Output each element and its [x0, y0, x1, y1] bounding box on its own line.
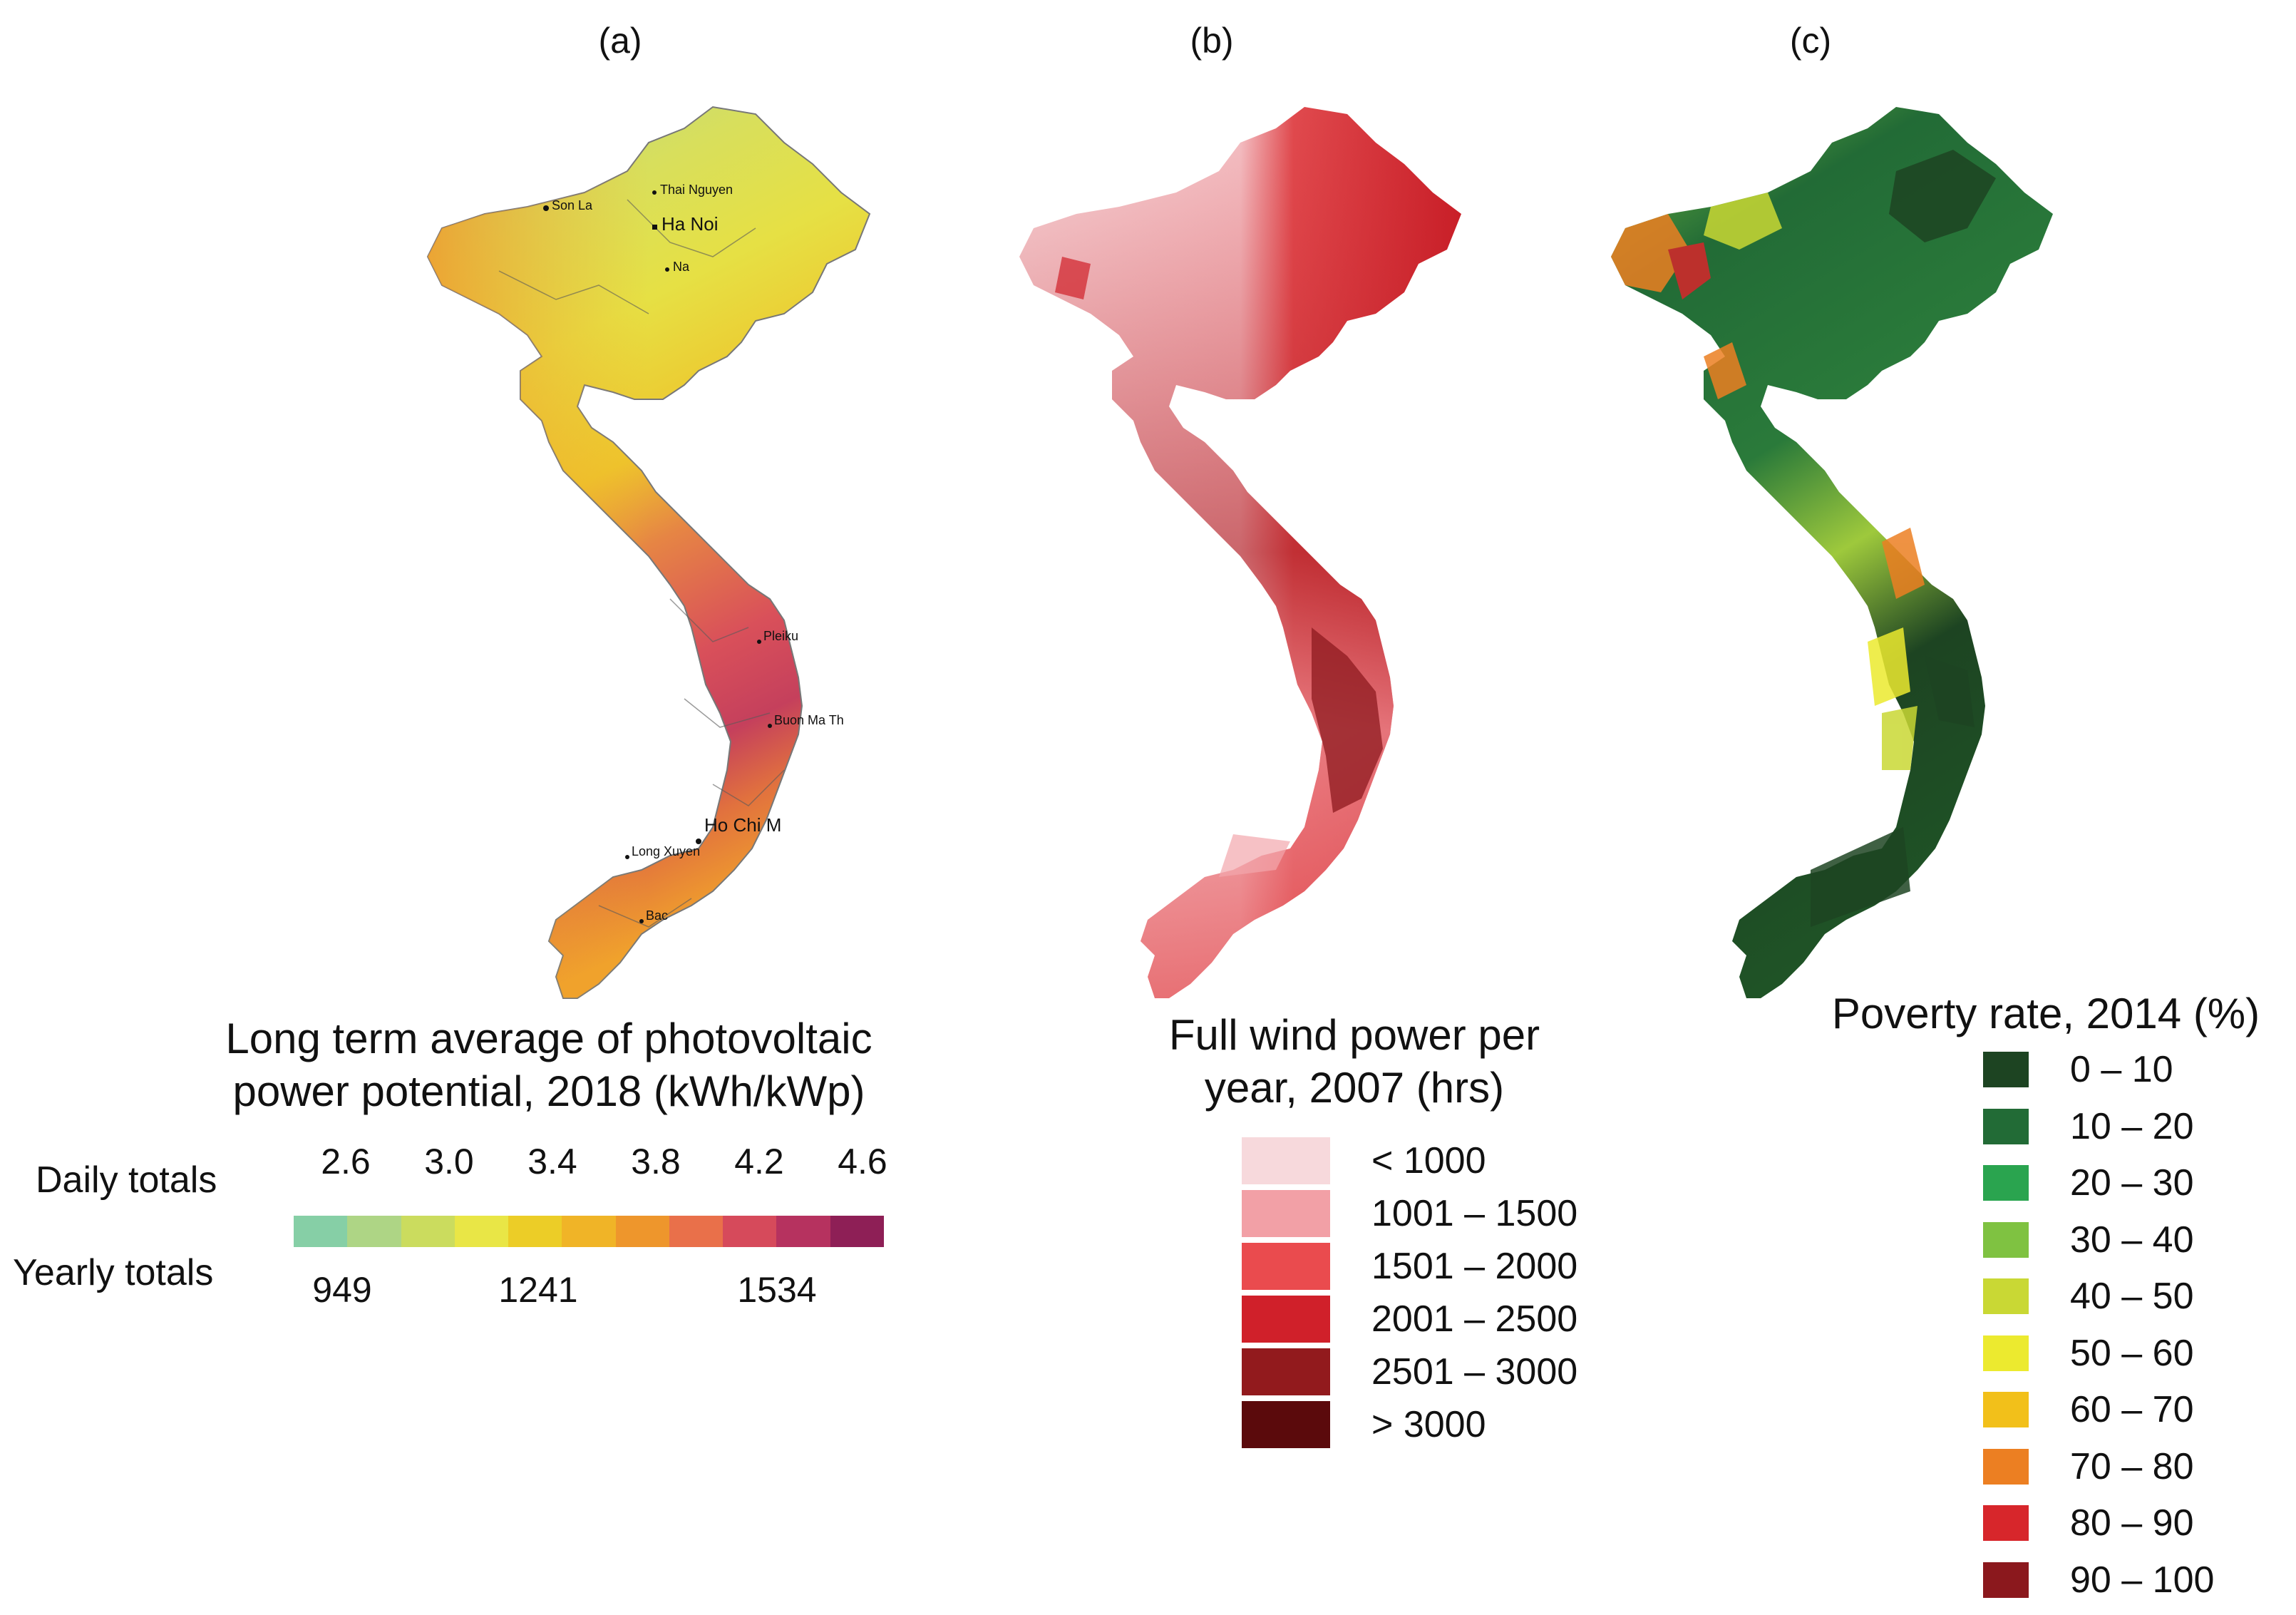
pv-colorbar-segment — [615, 1216, 669, 1247]
yearly-totals-label: Yearly totals — [13, 1252, 214, 1293]
poverty-legend-title: Poverty rate, 2014 (%) — [1831, 990, 2260, 1037]
legend-item: 0 – 10 — [1983, 1048, 2173, 1091]
legend-swatch — [1983, 1448, 2029, 1485]
legend-item: > 3000 — [1242, 1401, 1486, 1448]
legend-swatch — [1983, 1392, 2029, 1427]
daily-tick: 3.0 — [424, 1142, 474, 1181]
daily-tick: 2.6 — [321, 1142, 371, 1181]
legend-label: 40 – 50 — [2070, 1276, 2194, 1317]
legend-label: 90 – 100 — [2070, 1559, 2215, 1601]
legend-item: 70 – 80 — [1983, 1445, 2194, 1488]
panel-label-c: (c) — [1789, 21, 1832, 61]
wind-legend-title-line1: Full wind power per — [1168, 1011, 1540, 1059]
legend-label: 70 – 80 — [2070, 1445, 2194, 1487]
pv-map: Son La Thai Nguyen Ha Noi Na Pleiku Buon… — [427, 106, 870, 999]
city-label: Son La — [552, 198, 593, 212]
city-label: Na — [673, 260, 690, 274]
pv-legend-title: Long term average of photovoltaic power … — [157, 1012, 941, 1118]
legend-swatch — [1242, 1190, 1330, 1237]
pv-city-labels: Son La Thai Nguyen Ha Noi Na Pleiku Buon… — [543, 183, 844, 923]
legend-label: 1001 – 1500 — [1371, 1193, 1578, 1234]
legend-item: 60 – 70 — [1983, 1388, 2194, 1431]
legend-item: 10 – 20 — [1983, 1105, 2194, 1148]
legend-item: 80 – 90 — [1983, 1502, 2194, 1544]
legend-item: 40 – 50 — [1983, 1275, 2194, 1318]
legend-swatch — [1242, 1348, 1330, 1395]
legend-label: 1501 – 2000 — [1371, 1246, 1578, 1287]
pv-colorbar — [294, 1216, 884, 1247]
legend-swatch — [1983, 1335, 2029, 1371]
daily-tick: 3.8 — [631, 1142, 681, 1181]
legend-label: 10 – 20 — [2070, 1105, 2194, 1147]
legend-item: 1501 – 2000 — [1242, 1243, 1577, 1290]
poverty-map — [1611, 107, 2053, 998]
panel-label-b: (b) — [1190, 21, 1234, 61]
city-label: Long Xuyen — [632, 844, 700, 858]
legend-swatch — [1983, 1108, 2029, 1144]
legend-label: 0 – 10 — [2070, 1049, 2173, 1090]
pv-colorbar-segment — [562, 1216, 616, 1247]
city-label: Ha Noi — [661, 213, 718, 235]
pv-colorbar-segment — [401, 1216, 455, 1247]
legend-label: 30 – 40 — [2070, 1219, 2194, 1261]
pv-colorbar-segment — [508, 1216, 562, 1247]
yearly-tick: 1534 — [737, 1270, 817, 1310]
city-label: Buon Ma Th — [774, 713, 844, 727]
wind-legend-title: Full wind power per year, 2007 (hrs) — [1069, 1009, 1639, 1114]
city-label: Ho Chi M — [704, 814, 781, 836]
legend-label: 2001 – 2500 — [1371, 1298, 1578, 1340]
yearly-ticks: 949 1241 1534 — [0, 1269, 927, 1312]
legend-item: 2001 – 2500 — [1242, 1296, 1577, 1343]
daily-tick: 3.4 — [527, 1142, 577, 1181]
legend-item: 90 – 100 — [1983, 1559, 2214, 1601]
daily-totals-label: Daily totals — [36, 1159, 217, 1201]
daily-tick: 4.6 — [838, 1142, 887, 1181]
yearly-tick: 949 — [312, 1270, 372, 1310]
legend-item: 1001 – 1500 — [1242, 1190, 1577, 1237]
legend-swatch — [1983, 1221, 2029, 1258]
yearly-tick: 1241 — [498, 1270, 578, 1310]
legend-item: 30 – 40 — [1983, 1219, 2194, 1261]
daily-tick: 4.2 — [734, 1142, 784, 1181]
wind-map — [1019, 107, 1461, 998]
pv-colorbar-segment — [776, 1216, 830, 1247]
pv-colorbar-segment — [454, 1216, 509, 1247]
legend-swatch — [1983, 1562, 2029, 1598]
pv-colorbar-segment — [723, 1216, 777, 1247]
legend-label: 2501 – 3000 — [1371, 1351, 1578, 1393]
legend-swatch — [1983, 1505, 2029, 1541]
legend-swatch — [1983, 1278, 2029, 1314]
legend-label: < 1000 — [1371, 1140, 1486, 1181]
legend-item: 2501 – 3000 — [1242, 1348, 1577, 1395]
legend-item: 50 – 60 — [1983, 1332, 2194, 1375]
daily-ticks: 2.6 3.0 3.4 3.8 4.2 4.6 — [0, 1141, 927, 1184]
pv-legend-title-line2: power potential, 2018 (kWh/kWp) — [232, 1067, 865, 1115]
legend-item: < 1000 — [1242, 1137, 1486, 1184]
legend-swatch — [1242, 1401, 1330, 1448]
city-label: Pleiku — [763, 629, 798, 643]
legend-swatch — [1983, 1165, 2029, 1201]
pv-colorbar-segment — [294, 1216, 348, 1247]
legend-label: 50 – 60 — [2070, 1332, 2194, 1374]
legend-label: 80 – 90 — [2070, 1502, 2194, 1544]
legend-swatch — [1242, 1296, 1330, 1343]
legend-item: 20 – 30 — [1983, 1162, 2194, 1204]
pv-colorbar-segment — [830, 1216, 884, 1247]
city-label: Bac — [646, 908, 668, 923]
legend-swatch — [1983, 1052, 2029, 1087]
panel-label-a: (a) — [598, 21, 642, 61]
legend-label: 60 – 70 — [2070, 1389, 2194, 1430]
pv-colorbar-segment — [669, 1216, 724, 1247]
legend-label: > 3000 — [1371, 1404, 1486, 1445]
pv-colorbar-segment — [347, 1216, 401, 1247]
legend-swatch — [1242, 1137, 1330, 1184]
wind-legend-title-line2: year, 2007 (hrs) — [1204, 1064, 1505, 1112]
legend-label: 20 – 30 — [2070, 1162, 2194, 1204]
city-label: Thai Nguyen — [660, 183, 733, 197]
legend-swatch — [1242, 1243, 1330, 1290]
pv-legend-title-line1: Long term average of photovoltaic — [225, 1015, 872, 1062]
